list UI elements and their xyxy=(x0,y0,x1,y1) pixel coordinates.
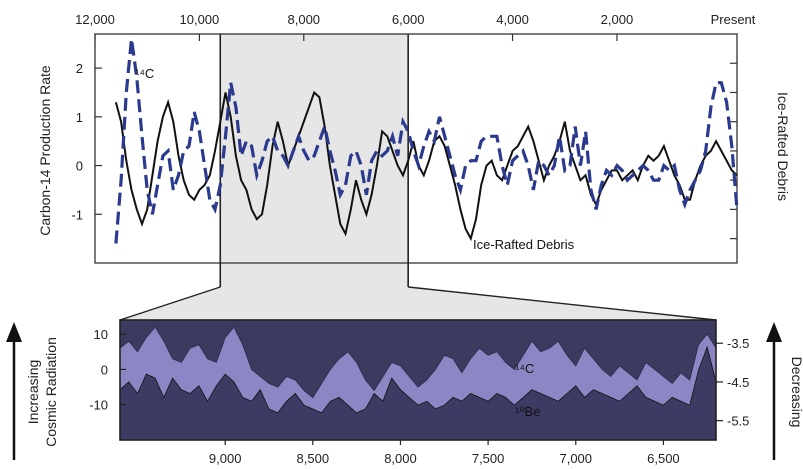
bottom-right-tick-label: -4.5 xyxy=(727,375,749,390)
top-x-tick-label: 2,000 xyxy=(601,12,634,27)
bottom-y-axis-label-line1: Increasing xyxy=(25,360,41,425)
top-x-ticks: 12,000 10,000 8,000 6,000 4,000 2,000 xyxy=(75,12,633,41)
top-x-tick-label: 6,000 xyxy=(392,12,425,27)
bottom-x-tick-label: 8,500 xyxy=(297,451,330,466)
left-arrow-icon xyxy=(6,322,22,342)
top-plot: 12,000 10,000 8,000 6,000 4,000 2,000 2 1 0 -1 C… xyxy=(37,12,791,321)
bottom-y-tick-label: -10 xyxy=(89,398,108,413)
top-y-tick-label: 1 xyxy=(76,110,83,125)
series-label-c14: ¹⁴C xyxy=(135,66,154,81)
zoom-region-band xyxy=(120,34,716,320)
bottom-right-ticks: -3.5 -4.5 -5.5 xyxy=(716,336,749,429)
top-y-tick-label: -1 xyxy=(71,207,83,222)
top-y-tick-label: 0 xyxy=(76,159,83,174)
bottom-right-axis-label: Decreasing xyxy=(789,357,803,428)
bottom-x-tick-label: 6,500 xyxy=(647,451,680,466)
top-x-tick-label: 4,000 xyxy=(496,12,529,27)
bottom-y-axis-label: Increasing Cosmic Radiation xyxy=(25,337,59,447)
right-arrow-icon xyxy=(766,322,782,342)
top-right-ticks xyxy=(730,62,737,240)
top-plot-frame xyxy=(94,33,738,264)
bottom-x-tick-label: 8,000 xyxy=(384,451,417,466)
bottom-x-tick-label: 7,500 xyxy=(472,451,505,466)
series-label-ice-rafted-debris: Ice-Rafted Debris xyxy=(473,237,575,252)
series-label-bottom-c14: ¹⁴C xyxy=(515,361,534,376)
top-right-axis-label: Ice-Rafted Debris xyxy=(775,92,791,201)
bottom-y-ticks: 10 0 -10 xyxy=(89,327,126,413)
top-x-tick-label: 12,000 xyxy=(75,12,115,27)
bottom-y-tick-label: 10 xyxy=(94,327,108,342)
bottom-plot-frame xyxy=(119,319,717,441)
bottom-right-tick-label: -3.5 xyxy=(727,336,749,351)
series-area-be10 xyxy=(119,345,717,441)
bottom-x-tick-label: 7,000 xyxy=(559,451,592,466)
zoom-connector-left xyxy=(119,286,221,321)
bottom-y-axis-label-line2: Cosmic Radiation xyxy=(43,337,59,447)
top-y-axis-label: Carbon-14 Production Rate xyxy=(37,65,53,236)
bottom-plot: 9,000 8,500 8,000 7,500 7,000 6,500 10 0 -10 -3… xyxy=(6,319,803,466)
bottom-x-ticks: 9,000 8,500 8,000 7,500 7,000 6,500 xyxy=(209,440,680,466)
bottom-y-tick-label: 0 xyxy=(101,362,108,377)
zoom-connector-right xyxy=(408,286,717,321)
series-line-ice-rafted-debris xyxy=(114,90,738,242)
top-y-ticks: 2 1 0 -1 xyxy=(71,61,102,222)
top-x-tick-present: Present xyxy=(711,12,756,27)
series-line-c14 xyxy=(114,38,739,244)
axis-arrows xyxy=(6,322,782,460)
series-label-be10: ¹⁰Be xyxy=(515,404,540,419)
top-y-tick-label: 2 xyxy=(76,61,83,76)
top-x-tick-label: 10,000 xyxy=(180,12,220,27)
top-x-tick-label: 8,000 xyxy=(288,12,321,27)
bottom-x-tick-label: 9,000 xyxy=(209,451,242,466)
bottom-right-tick-label: -5.5 xyxy=(727,414,749,429)
